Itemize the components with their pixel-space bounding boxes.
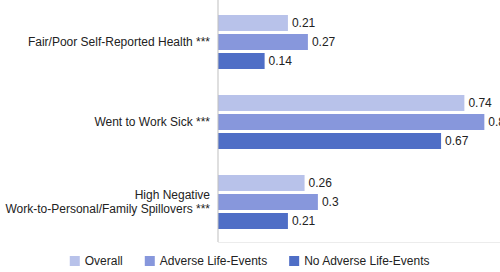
- bar: [218, 114, 484, 130]
- bar: [218, 194, 318, 210]
- legend-label: Overall: [85, 254, 123, 268]
- bars: [218, 15, 484, 229]
- bar: [218, 213, 288, 229]
- value-axis-range: [218, 242, 500, 243]
- bar: [218, 95, 464, 111]
- data-label: 0.26: [309, 176, 333, 190]
- bar: [218, 175, 305, 191]
- category-line: Fair/Poor Self-Reported Health ***: [28, 35, 210, 49]
- data-label: 0.21: [292, 16, 316, 30]
- category-label: High NegativeWork-to-Personal/Family Spi…: [5, 188, 210, 216]
- legend: Overall Adverse Life-Events No Adverse Lif…: [70, 254, 430, 268]
- category-line: Work-to-Personal/Family Spillovers ***: [5, 202, 210, 216]
- data-label: 0.8: [488, 115, 500, 129]
- category-label: Fair/Poor Self-Reported Health ***: [28, 35, 210, 49]
- data-label: 0.21: [292, 214, 316, 228]
- legend-swatch: [70, 256, 80, 266]
- category-axis: [218, 0, 219, 242]
- category-line: High Negative: [135, 188, 211, 202]
- category-line: Went to Work Sick ***: [94, 115, 210, 129]
- legend-label: Adverse Life-Events: [160, 254, 267, 268]
- data-label: 0.14: [269, 54, 293, 68]
- bar: [218, 34, 308, 50]
- data-label: 0.74: [468, 96, 492, 110]
- bar: [218, 53, 265, 69]
- category-label: Went to Work Sick ***: [94, 115, 210, 129]
- data-label: 0.67: [445, 134, 469, 148]
- legend-label: No Adverse Life-Events: [304, 254, 429, 268]
- data-label: 0.27: [312, 35, 336, 49]
- bar: [218, 133, 441, 149]
- chart: 0.21 0.27 0.14 Fair/Poor Self-Reported Heal…: [0, 0, 500, 272]
- bar: [218, 15, 288, 31]
- legend-swatch: [145, 256, 155, 266]
- legend-swatch: [289, 256, 299, 266]
- data-label: 0.3: [322, 195, 339, 209]
